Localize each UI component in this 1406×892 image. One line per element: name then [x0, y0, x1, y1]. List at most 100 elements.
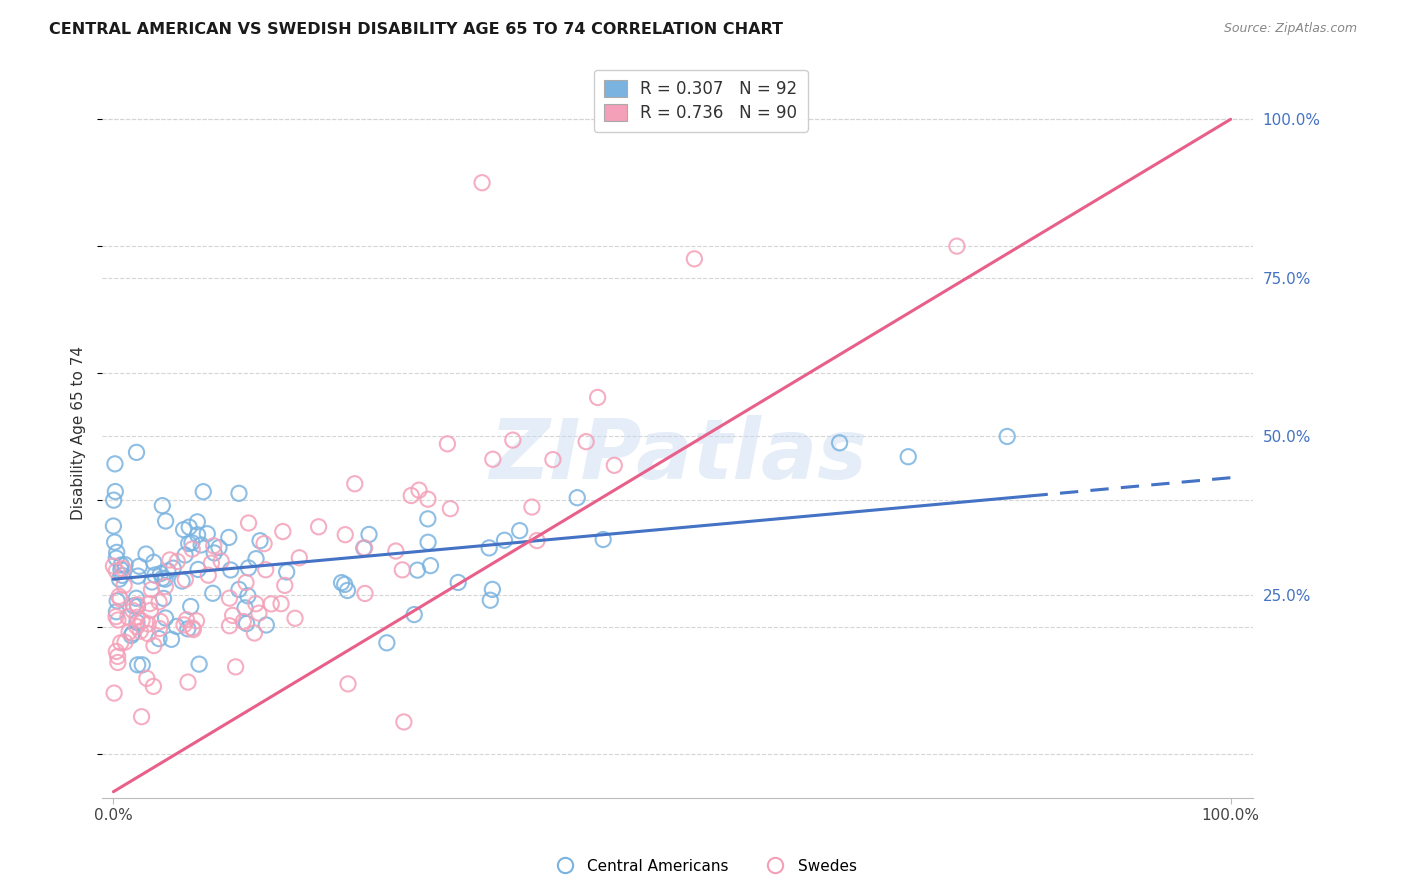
Text: CENTRAL AMERICAN VS SWEDISH DISABILITY AGE 65 TO 74 CORRELATION CHART: CENTRAL AMERICAN VS SWEDISH DISABILITY A…	[49, 22, 783, 37]
Point	[288, 550, 311, 565]
Point	[117, 610, 139, 624]
Point	[125, 615, 148, 630]
Point	[173, 618, 195, 632]
Point	[308, 520, 330, 534]
Point	[187, 528, 209, 542]
Point	[187, 562, 209, 576]
Point	[353, 541, 375, 555]
Point	[177, 622, 200, 636]
Point	[131, 614, 153, 628]
Point	[105, 551, 128, 566]
Point	[150, 499, 173, 513]
Point	[139, 603, 162, 617]
Point	[235, 616, 257, 631]
Point	[162, 561, 184, 575]
Point	[141, 574, 163, 589]
Point	[243, 626, 266, 640]
Point	[180, 599, 202, 614]
Y-axis label: Disability Age 65 to 74: Disability Age 65 to 74	[72, 346, 86, 520]
Point	[995, 429, 1018, 443]
Point	[186, 515, 208, 529]
Point	[509, 524, 531, 538]
Point	[406, 563, 429, 577]
Point	[478, 541, 501, 555]
Point	[200, 556, 222, 570]
Point	[174, 573, 197, 587]
Point	[357, 527, 380, 541]
Point	[105, 564, 128, 578]
Point	[284, 611, 307, 625]
Point	[228, 582, 250, 597]
Point	[233, 600, 256, 615]
Point	[156, 564, 179, 578]
Point	[108, 590, 131, 604]
Point	[481, 582, 503, 597]
Point	[107, 613, 129, 627]
Point	[107, 656, 129, 670]
Point	[218, 619, 240, 633]
Point	[404, 607, 426, 622]
Point	[103, 519, 125, 533]
Point	[253, 536, 276, 550]
Point	[114, 635, 136, 649]
Point	[202, 539, 225, 553]
Point	[592, 533, 614, 547]
Point	[218, 531, 240, 545]
Point	[897, 450, 920, 464]
Point	[179, 520, 201, 534]
Point	[127, 657, 149, 672]
Point	[567, 491, 589, 505]
Point	[247, 606, 270, 620]
Point	[270, 597, 292, 611]
Point	[176, 613, 198, 627]
Point	[520, 500, 543, 514]
Point	[159, 553, 181, 567]
Point	[105, 594, 128, 608]
Point	[103, 559, 125, 574]
Point	[190, 538, 212, 552]
Point	[148, 622, 170, 636]
Point	[392, 714, 415, 729]
Point	[143, 568, 166, 582]
Point	[683, 252, 706, 266]
Point	[439, 501, 461, 516]
Point	[482, 452, 505, 467]
Point	[166, 619, 188, 633]
Legend: R = 0.307   N = 92, R = 0.736   N = 90: R = 0.307 N = 92, R = 0.736 N = 90	[593, 70, 807, 132]
Point	[125, 620, 148, 634]
Point	[260, 597, 283, 611]
Point	[135, 547, 157, 561]
Point	[354, 586, 377, 600]
Point	[181, 542, 204, 557]
Point	[416, 512, 439, 526]
Point	[148, 595, 170, 609]
Point	[104, 484, 127, 499]
Point	[128, 559, 150, 574]
Point	[155, 611, 177, 625]
Point	[603, 458, 626, 473]
Point	[188, 657, 211, 672]
Legend: Central Americans, Swedes: Central Americans, Swedes	[543, 853, 863, 880]
Point	[181, 621, 204, 635]
Point	[104, 457, 127, 471]
Point	[471, 176, 494, 190]
Point	[235, 575, 257, 590]
Point	[172, 574, 194, 588]
Point	[103, 686, 125, 700]
Point	[221, 608, 243, 623]
Point	[249, 533, 271, 548]
Point	[385, 544, 408, 558]
Point	[152, 571, 174, 585]
Point	[181, 535, 204, 549]
Point	[375, 636, 398, 650]
Point	[225, 660, 247, 674]
Point	[160, 632, 183, 647]
Point	[391, 563, 413, 577]
Point	[416, 535, 439, 549]
Point	[166, 554, 188, 568]
Point	[541, 452, 564, 467]
Point	[177, 675, 200, 690]
Point	[219, 563, 242, 577]
Point	[254, 618, 277, 632]
Point	[336, 583, 359, 598]
